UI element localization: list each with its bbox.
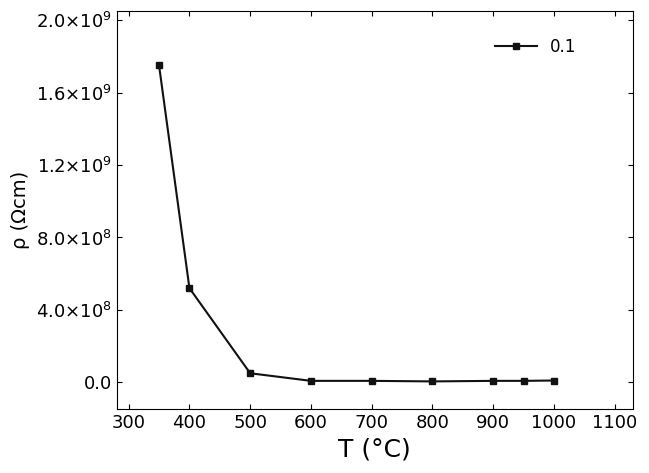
0.1: [307, 378, 315, 384]
X-axis label: T (°C): T (°C): [338, 438, 411, 462]
Legend: 0.1: 0.1: [489, 31, 583, 63]
0.1: [155, 62, 163, 68]
0.1: [186, 285, 193, 291]
0.1: [368, 378, 376, 384]
0.1: [489, 378, 497, 384]
0.1: [247, 370, 254, 376]
0.1: [550, 377, 558, 383]
Line: 0.1: 0.1: [156, 62, 557, 385]
0.1: [428, 378, 436, 384]
0.1: [520, 378, 528, 384]
Y-axis label: ρ (Ωcm): ρ (Ωcm): [11, 171, 30, 249]
